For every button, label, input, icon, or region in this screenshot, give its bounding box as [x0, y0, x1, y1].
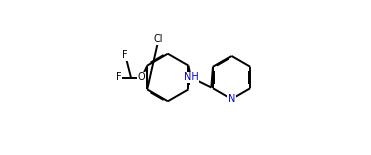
Text: O: O: [138, 73, 145, 82]
Text: NH: NH: [184, 73, 198, 82]
Text: N: N: [228, 94, 235, 104]
Text: F: F: [116, 73, 121, 82]
Text: F: F: [122, 50, 128, 60]
Text: Cl: Cl: [154, 34, 163, 44]
